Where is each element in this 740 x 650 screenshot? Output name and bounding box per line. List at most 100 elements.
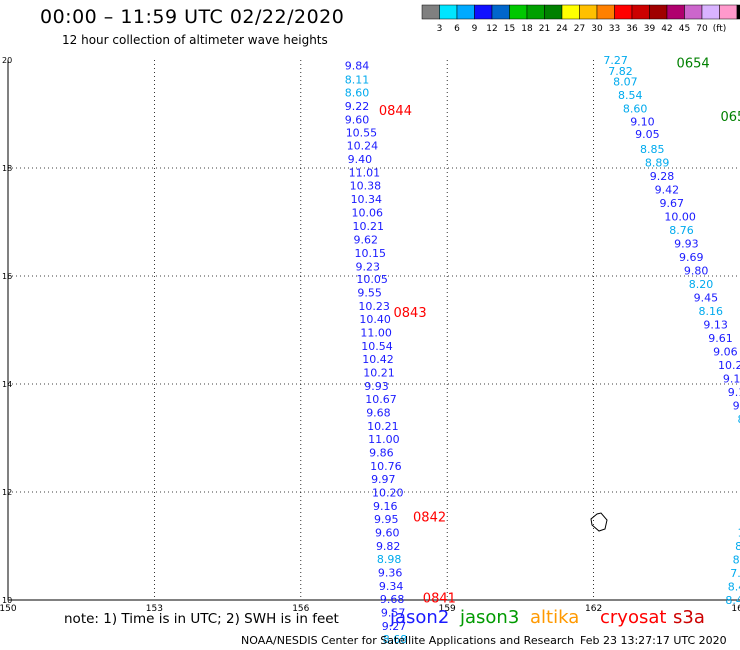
swh-value: 10.24 <box>347 139 379 152</box>
swh-value: 8.4 <box>728 581 740 594</box>
swh-value: 9.95 <box>374 513 399 526</box>
legend-swatch <box>614 4 633 20</box>
color-legend: 3 6 9 12 15 18 21 24 27 30 33 36 39 42 45 70 (ft) <box>421 4 740 34</box>
legend-label: 18 <box>521 24 533 34</box>
swh-value: 8.85 <box>640 143 665 156</box>
swh-value: 9.86 <box>369 447 394 460</box>
swh-value: 10.06 <box>352 206 384 219</box>
swh-value: 9.05 <box>635 128 660 141</box>
x-tick-label: 156 <box>292 604 309 614</box>
swh-value: 10.40 <box>359 313 391 326</box>
legend-swatch <box>544 4 563 20</box>
swh-value: 9.10 <box>733 400 740 413</box>
swh-value: 10.54 <box>361 340 393 353</box>
legend-label: 45 <box>679 24 690 34</box>
legend-swatch <box>649 4 668 20</box>
legend-swatch <box>684 4 703 20</box>
legend-label: 39 <box>644 24 656 34</box>
swh-value: 10.00 <box>664 211 696 224</box>
legend-swatch <box>719 4 738 20</box>
swh-value: 8.60 <box>623 103 648 116</box>
axes: 10 12 14 16 18 20 150 153 156 159 162 165 <box>0 56 740 614</box>
swh-value: 9.06 <box>713 346 738 359</box>
swh-value: 11.01 <box>349 166 381 179</box>
swh-value: 8 <box>735 540 740 553</box>
swh-value: 9.69 <box>679 251 704 264</box>
swh-value: 9.14 <box>723 373 740 386</box>
x-tick-label: 150 <box>0 604 17 614</box>
swh-value: 9.55 <box>357 287 382 300</box>
swh-value: 9.80 <box>684 265 709 278</box>
time-label: 0844 <box>379 104 412 119</box>
swh-value: 10.05 <box>356 273 388 286</box>
swh-value: 8.07 <box>613 76 638 89</box>
satellite-label-jason2: jason2 <box>390 607 450 628</box>
legend-swatch <box>491 4 510 20</box>
swh-value: 8.20 <box>689 278 714 291</box>
swh-value: 9.45 <box>694 292 719 305</box>
swh-value: 8.76 <box>669 224 694 237</box>
swh-value: 9.97 <box>371 473 396 486</box>
swh-value: 9.93 <box>674 238 699 251</box>
legend-swatch <box>596 4 615 20</box>
x-tick-label: 153 <box>146 604 163 614</box>
legend-label: 21 <box>539 24 550 34</box>
swh-value: 8.97 <box>738 413 740 426</box>
legend-label: 33 <box>609 24 620 34</box>
swh-value: 9.93 <box>364 380 389 393</box>
x-tick-label: 165 <box>731 604 740 614</box>
swh-value: 8.89 <box>645 157 670 170</box>
swh-value: 10.21 <box>363 367 395 380</box>
satellite-label-cryosat: cryosat <box>600 607 667 628</box>
legend-label: 30 <box>591 24 603 34</box>
time-label: 0841 <box>423 591 456 606</box>
chart-title: 00:00 – 11:59 UTC 02/22/2020 <box>40 6 345 28</box>
swh-value: 9.67 <box>659 197 684 210</box>
satellite-label-s3a: s3a <box>673 607 705 628</box>
swh-value: 9.22 <box>345 100 370 113</box>
y-tick-label: 10 <box>2 596 12 605</box>
timestamp-text: Feb 23 13:27:17 UTC 2020 <box>580 634 727 647</box>
swh-value: 9.68 <box>366 407 391 420</box>
legend-swatch <box>561 4 580 20</box>
legend-swatch <box>456 4 475 20</box>
swh-value: 10.23 <box>358 300 390 313</box>
legend-swatch <box>421 4 440 20</box>
swh-value: 9.57 <box>381 606 406 619</box>
legend-swatch <box>666 4 685 20</box>
y-tick-label: 18 <box>2 164 12 173</box>
legend-swatch <box>701 4 720 20</box>
swh-value: 9.60 <box>345 113 370 126</box>
legend-swatch <box>631 4 650 20</box>
swh-value: 10.67 <box>365 393 397 406</box>
swh-value: 8.98 <box>377 553 402 566</box>
time-label: 0655 <box>720 110 740 125</box>
swh-value: 9.61 <box>708 332 733 345</box>
swh-value: 8. <box>733 554 740 567</box>
swh-value: 10.42 <box>362 353 394 366</box>
legend-label: 9 <box>472 24 478 34</box>
legend-label: 24 <box>556 24 568 34</box>
swh-value: 9.62 <box>354 233 379 246</box>
time-label: 0843 <box>394 306 427 321</box>
swh-value: 8.16 <box>699 305 724 318</box>
swh-value: 1 <box>738 527 740 540</box>
y-tick-label: 16 <box>2 272 12 281</box>
legend-swatch <box>439 4 458 20</box>
legend-label: 6 <box>454 24 460 34</box>
satellite-label-jason3: jason3 <box>460 607 520 628</box>
swh-value: 9.34 <box>379 580 404 593</box>
legend-swatch <box>509 4 528 20</box>
legend-label: 36 <box>626 24 638 34</box>
swh-value: 9.12 <box>728 386 740 399</box>
swh-value: 7. <box>730 567 740 580</box>
y-tick-label: 12 <box>2 488 12 497</box>
swh-value: 7.82 <box>608 65 633 78</box>
swh-value: 9.16 <box>373 500 398 513</box>
data-marks: 9.848.118.609.229.6010.5510.249.4011.011… <box>345 54 740 646</box>
swh-value: 9.27 <box>382 620 407 633</box>
island-outline <box>590 512 608 532</box>
swh-value: 10.21 <box>353 220 385 233</box>
swh-value: 9.82 <box>376 540 401 553</box>
legend-swatch <box>526 4 545 20</box>
